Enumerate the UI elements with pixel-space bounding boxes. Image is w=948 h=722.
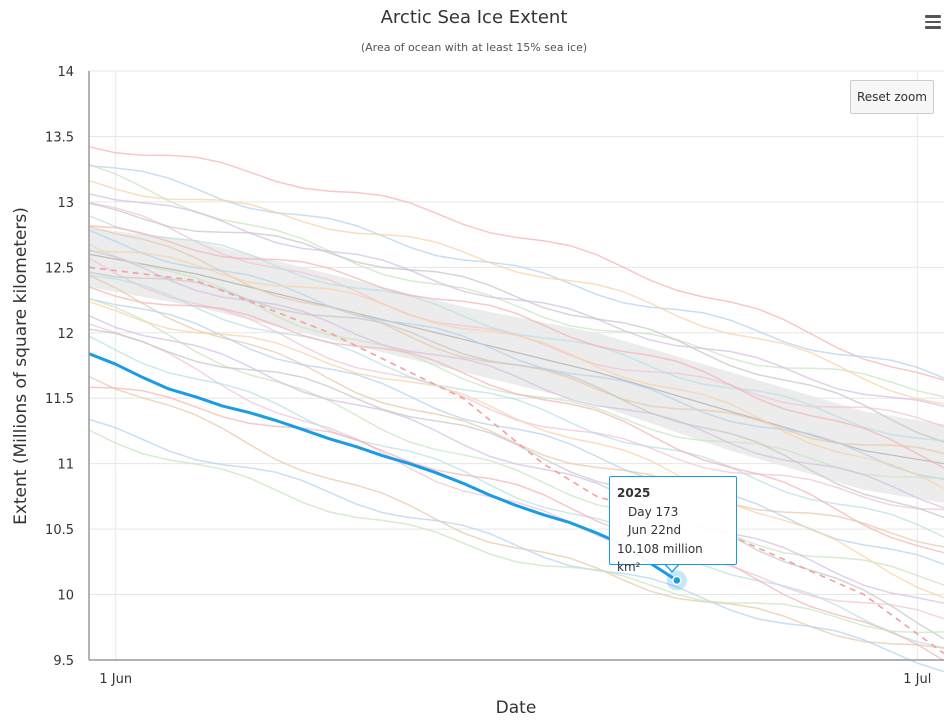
x-tick-label: 1 Jul bbox=[903, 672, 931, 687]
history-series-line bbox=[88, 300, 945, 599]
history-series-line bbox=[88, 249, 945, 509]
y-tick-label: 13.5 bbox=[45, 130, 74, 145]
data-tooltip: 2025 Day 173 Jun 22nd 10.108 million km² bbox=[609, 476, 737, 574]
y-tick-label: 11.5 bbox=[45, 392, 74, 407]
y-tick-label: 10 bbox=[57, 589, 74, 604]
history-series-line bbox=[88, 418, 945, 673]
history-series-line bbox=[88, 315, 945, 604]
y-tick-label: 11 bbox=[57, 458, 74, 473]
history-series-line bbox=[88, 375, 945, 649]
history-series-line bbox=[88, 215, 945, 442]
y-tick-label: 9.5 bbox=[53, 654, 74, 669]
dashed-record-series bbox=[88, 266, 945, 655]
y-tick-label: 12 bbox=[57, 327, 74, 342]
y-tick-label: 12.5 bbox=[45, 261, 74, 276]
history-series-line bbox=[88, 250, 945, 490]
history-series-line bbox=[88, 229, 945, 481]
tooltip-value: 10.108 million km² bbox=[617, 541, 703, 575]
tooltip-date: Jun 22nd bbox=[628, 523, 682, 537]
tooltip-day: Day 173 bbox=[628, 504, 679, 519]
y-axis-title: Extent (Millions of square kilometers) bbox=[11, 207, 31, 525]
history-series-line bbox=[88, 386, 945, 662]
hover-point[interactable] bbox=[672, 575, 682, 586]
history-series-line bbox=[88, 164, 945, 379]
series-2025-line[interactable] bbox=[88, 352, 678, 582]
x-axis-title: Date bbox=[496, 698, 537, 718]
history-series-line bbox=[88, 274, 945, 538]
history-series-line bbox=[88, 225, 945, 469]
history-series-layer bbox=[88, 146, 945, 673]
reset-zoom-button[interactable]: Reset zoom bbox=[850, 80, 934, 114]
x-tick-labels: 1 Jun 1 Jul bbox=[99, 672, 931, 687]
tooltip-arrow-inner bbox=[665, 563, 679, 571]
y-tick-labels: 9.5 10 10.5 11 11.5 12 12.5 13 13.5 14 bbox=[45, 65, 74, 669]
y-tick-label: 14 bbox=[57, 65, 74, 80]
history-series-line bbox=[88, 201, 945, 428]
axes bbox=[88, 71, 944, 661]
history-series-line bbox=[88, 146, 945, 381]
history-series-line bbox=[88, 163, 945, 398]
y-tick-label: 13 bbox=[57, 196, 74, 211]
history-series-line bbox=[88, 429, 945, 634]
y-tick-label: 10.5 bbox=[45, 523, 74, 538]
chart-title: Arctic Sea Ice Extent bbox=[381, 7, 568, 28]
history-series-line bbox=[88, 323, 945, 620]
x-tick-label: 1 Jun bbox=[99, 672, 132, 687]
history-series-line bbox=[88, 202, 945, 443]
history-series-line bbox=[88, 335, 945, 649]
highlight-series-layer[interactable] bbox=[88, 352, 687, 591]
history-series-line bbox=[88, 271, 945, 519]
history-series-line bbox=[88, 286, 945, 554]
hamburger-menu-icon[interactable] bbox=[920, 8, 946, 34]
history-series-line bbox=[88, 193, 945, 408]
history-series-line bbox=[88, 179, 945, 405]
tooltip-series-name: 2025 bbox=[617, 486, 651, 500]
chart-subtitle: (Area of ocean with at least 15% sea ice… bbox=[361, 41, 587, 54]
